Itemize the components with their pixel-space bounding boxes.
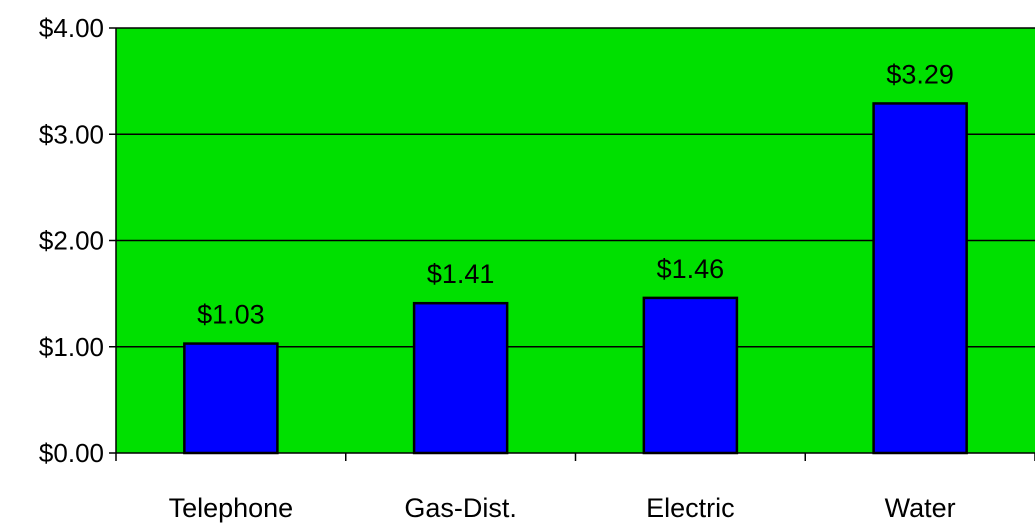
bar-water (872, 102, 968, 455)
y-tick-label: $0.00 (39, 438, 104, 468)
bar-gas-dist- (412, 301, 509, 455)
data-label: $1.46 (657, 254, 725, 284)
x-tick-label: Gas-Dist. (404, 493, 517, 523)
data-label: $3.29 (886, 59, 954, 89)
data-label: $1.41 (427, 259, 495, 289)
bar-telephone (183, 342, 279, 455)
x-tick-label: Electric (646, 493, 735, 523)
y-tick-label: $3.00 (39, 119, 104, 149)
axes (109, 27, 1035, 461)
labels: $0.00 $1.00 $2.00 $3.00 $4.00 $1.03 Telephone $… (39, 13, 956, 523)
x-tick-label: Water (885, 493, 956, 523)
x-tick-label: Telephone (169, 493, 294, 523)
bars (183, 102, 968, 455)
y-tick-label: $1.00 (39, 332, 104, 362)
y-tick-label: $2.00 (39, 226, 104, 256)
data-label: $1.03 (197, 300, 265, 330)
bar-electric (642, 296, 739, 455)
y-tick-label: $4.00 (39, 13, 104, 43)
